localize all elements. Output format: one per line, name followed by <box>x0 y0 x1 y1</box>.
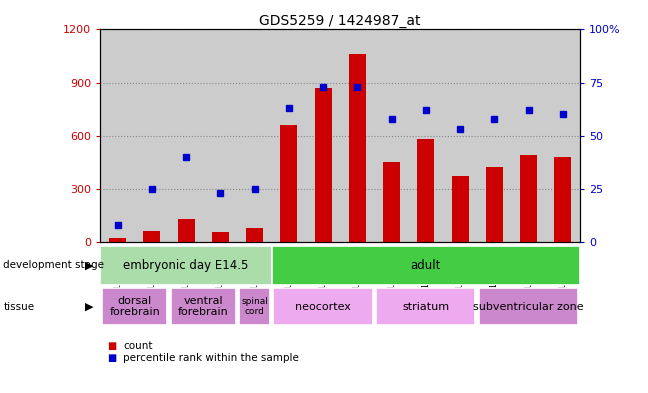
Text: count: count <box>123 341 153 351</box>
Bar <box>511 29 546 242</box>
Bar <box>383 162 400 242</box>
Bar <box>280 125 297 242</box>
Bar <box>272 246 580 285</box>
Bar <box>417 139 434 242</box>
Title: GDS5259 / 1424987_at: GDS5259 / 1424987_at <box>259 15 421 28</box>
Bar <box>546 29 580 242</box>
Text: embryonic day E14.5: embryonic day E14.5 <box>123 259 249 272</box>
Text: ventral
forebrain: ventral forebrain <box>178 296 229 317</box>
Bar <box>102 288 167 325</box>
Bar <box>246 228 263 242</box>
Bar <box>314 88 332 242</box>
Text: percentile rank within the sample: percentile rank within the sample <box>123 353 299 363</box>
Text: ▶: ▶ <box>86 260 94 270</box>
Bar <box>477 29 511 242</box>
Bar <box>239 288 270 325</box>
Bar <box>273 288 373 325</box>
Bar <box>135 29 169 242</box>
Bar <box>376 288 476 325</box>
Bar <box>212 232 229 242</box>
Text: ■: ■ <box>107 353 116 363</box>
Bar <box>237 29 272 242</box>
Bar <box>100 246 272 285</box>
Bar <box>143 231 160 242</box>
Bar <box>452 176 469 242</box>
Bar <box>349 54 366 242</box>
Bar <box>306 29 340 242</box>
Text: development stage: development stage <box>3 260 104 270</box>
Bar <box>443 29 477 242</box>
Text: ▶: ▶ <box>86 301 94 312</box>
Bar <box>375 29 409 242</box>
Bar <box>170 288 236 325</box>
Text: ■: ■ <box>107 341 116 351</box>
Bar <box>520 155 537 242</box>
Bar <box>554 157 572 242</box>
Text: striatum: striatum <box>402 301 450 312</box>
Bar <box>409 29 443 242</box>
Text: subventricular zone: subventricular zone <box>473 301 584 312</box>
Text: adult: adult <box>411 259 441 272</box>
Text: spinal
cord: spinal cord <box>241 297 268 316</box>
Bar <box>109 238 126 242</box>
Text: neocortex: neocortex <box>295 301 351 312</box>
Bar <box>169 29 203 242</box>
Bar <box>479 288 578 325</box>
Bar <box>486 167 503 242</box>
Text: tissue: tissue <box>3 301 34 312</box>
Bar <box>178 219 194 242</box>
Bar <box>203 29 237 242</box>
Bar <box>340 29 375 242</box>
Bar <box>100 29 135 242</box>
Text: dorsal
forebrain: dorsal forebrain <box>110 296 160 317</box>
Bar <box>272 29 306 242</box>
